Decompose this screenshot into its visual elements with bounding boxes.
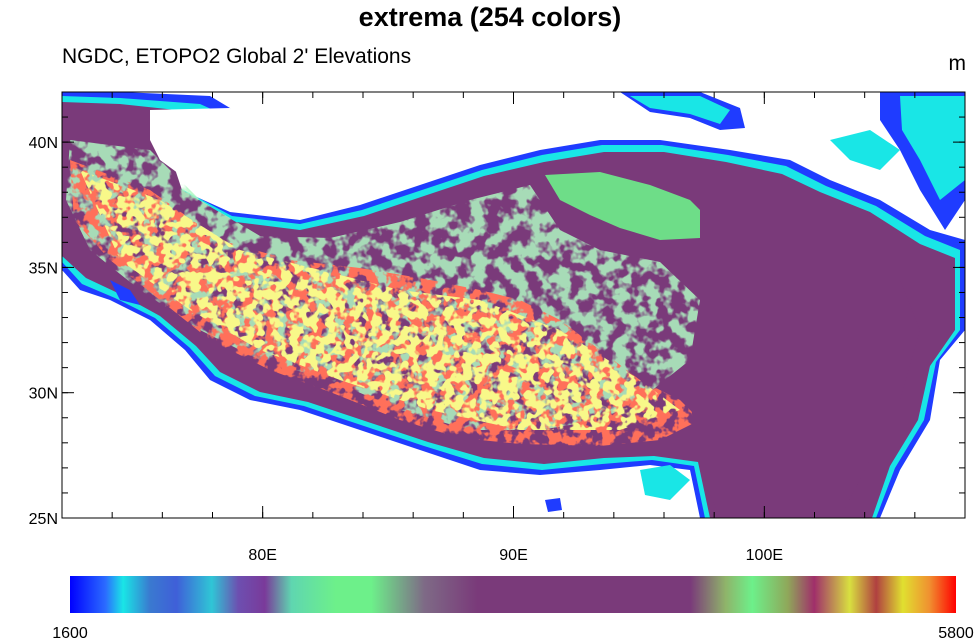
colorbar-max-label: 5800 xyxy=(938,625,974,640)
terrain-layer xyxy=(62,92,965,518)
lon-tick-label: 90E xyxy=(499,547,527,564)
lon-tick-label: 80E xyxy=(248,547,276,564)
lat-tick-label: 35N xyxy=(29,260,58,277)
lat-tick-label: 30N xyxy=(29,386,58,403)
figure-subtitle: NGDC, ETOPO2 Global 2' Elevations xyxy=(62,45,412,68)
lat-tick-label: 40N xyxy=(29,135,58,152)
axis-ticks: 25N 30N 35N 40N 80E 90E 100E xyxy=(29,91,966,564)
lon-tick-label: 100E xyxy=(746,547,783,564)
yellow-ridges xyxy=(80,170,680,430)
figure-title: extrema (254 colors) xyxy=(358,2,622,32)
eastern-plateau xyxy=(690,200,920,518)
tarim-basin xyxy=(150,96,620,214)
colorbar xyxy=(70,576,956,613)
units-label: m xyxy=(948,52,967,75)
colorbar-min-label: 1600 xyxy=(52,625,88,640)
qaidam-basin xyxy=(545,172,710,240)
lat-tick-label: 25N xyxy=(29,511,58,528)
